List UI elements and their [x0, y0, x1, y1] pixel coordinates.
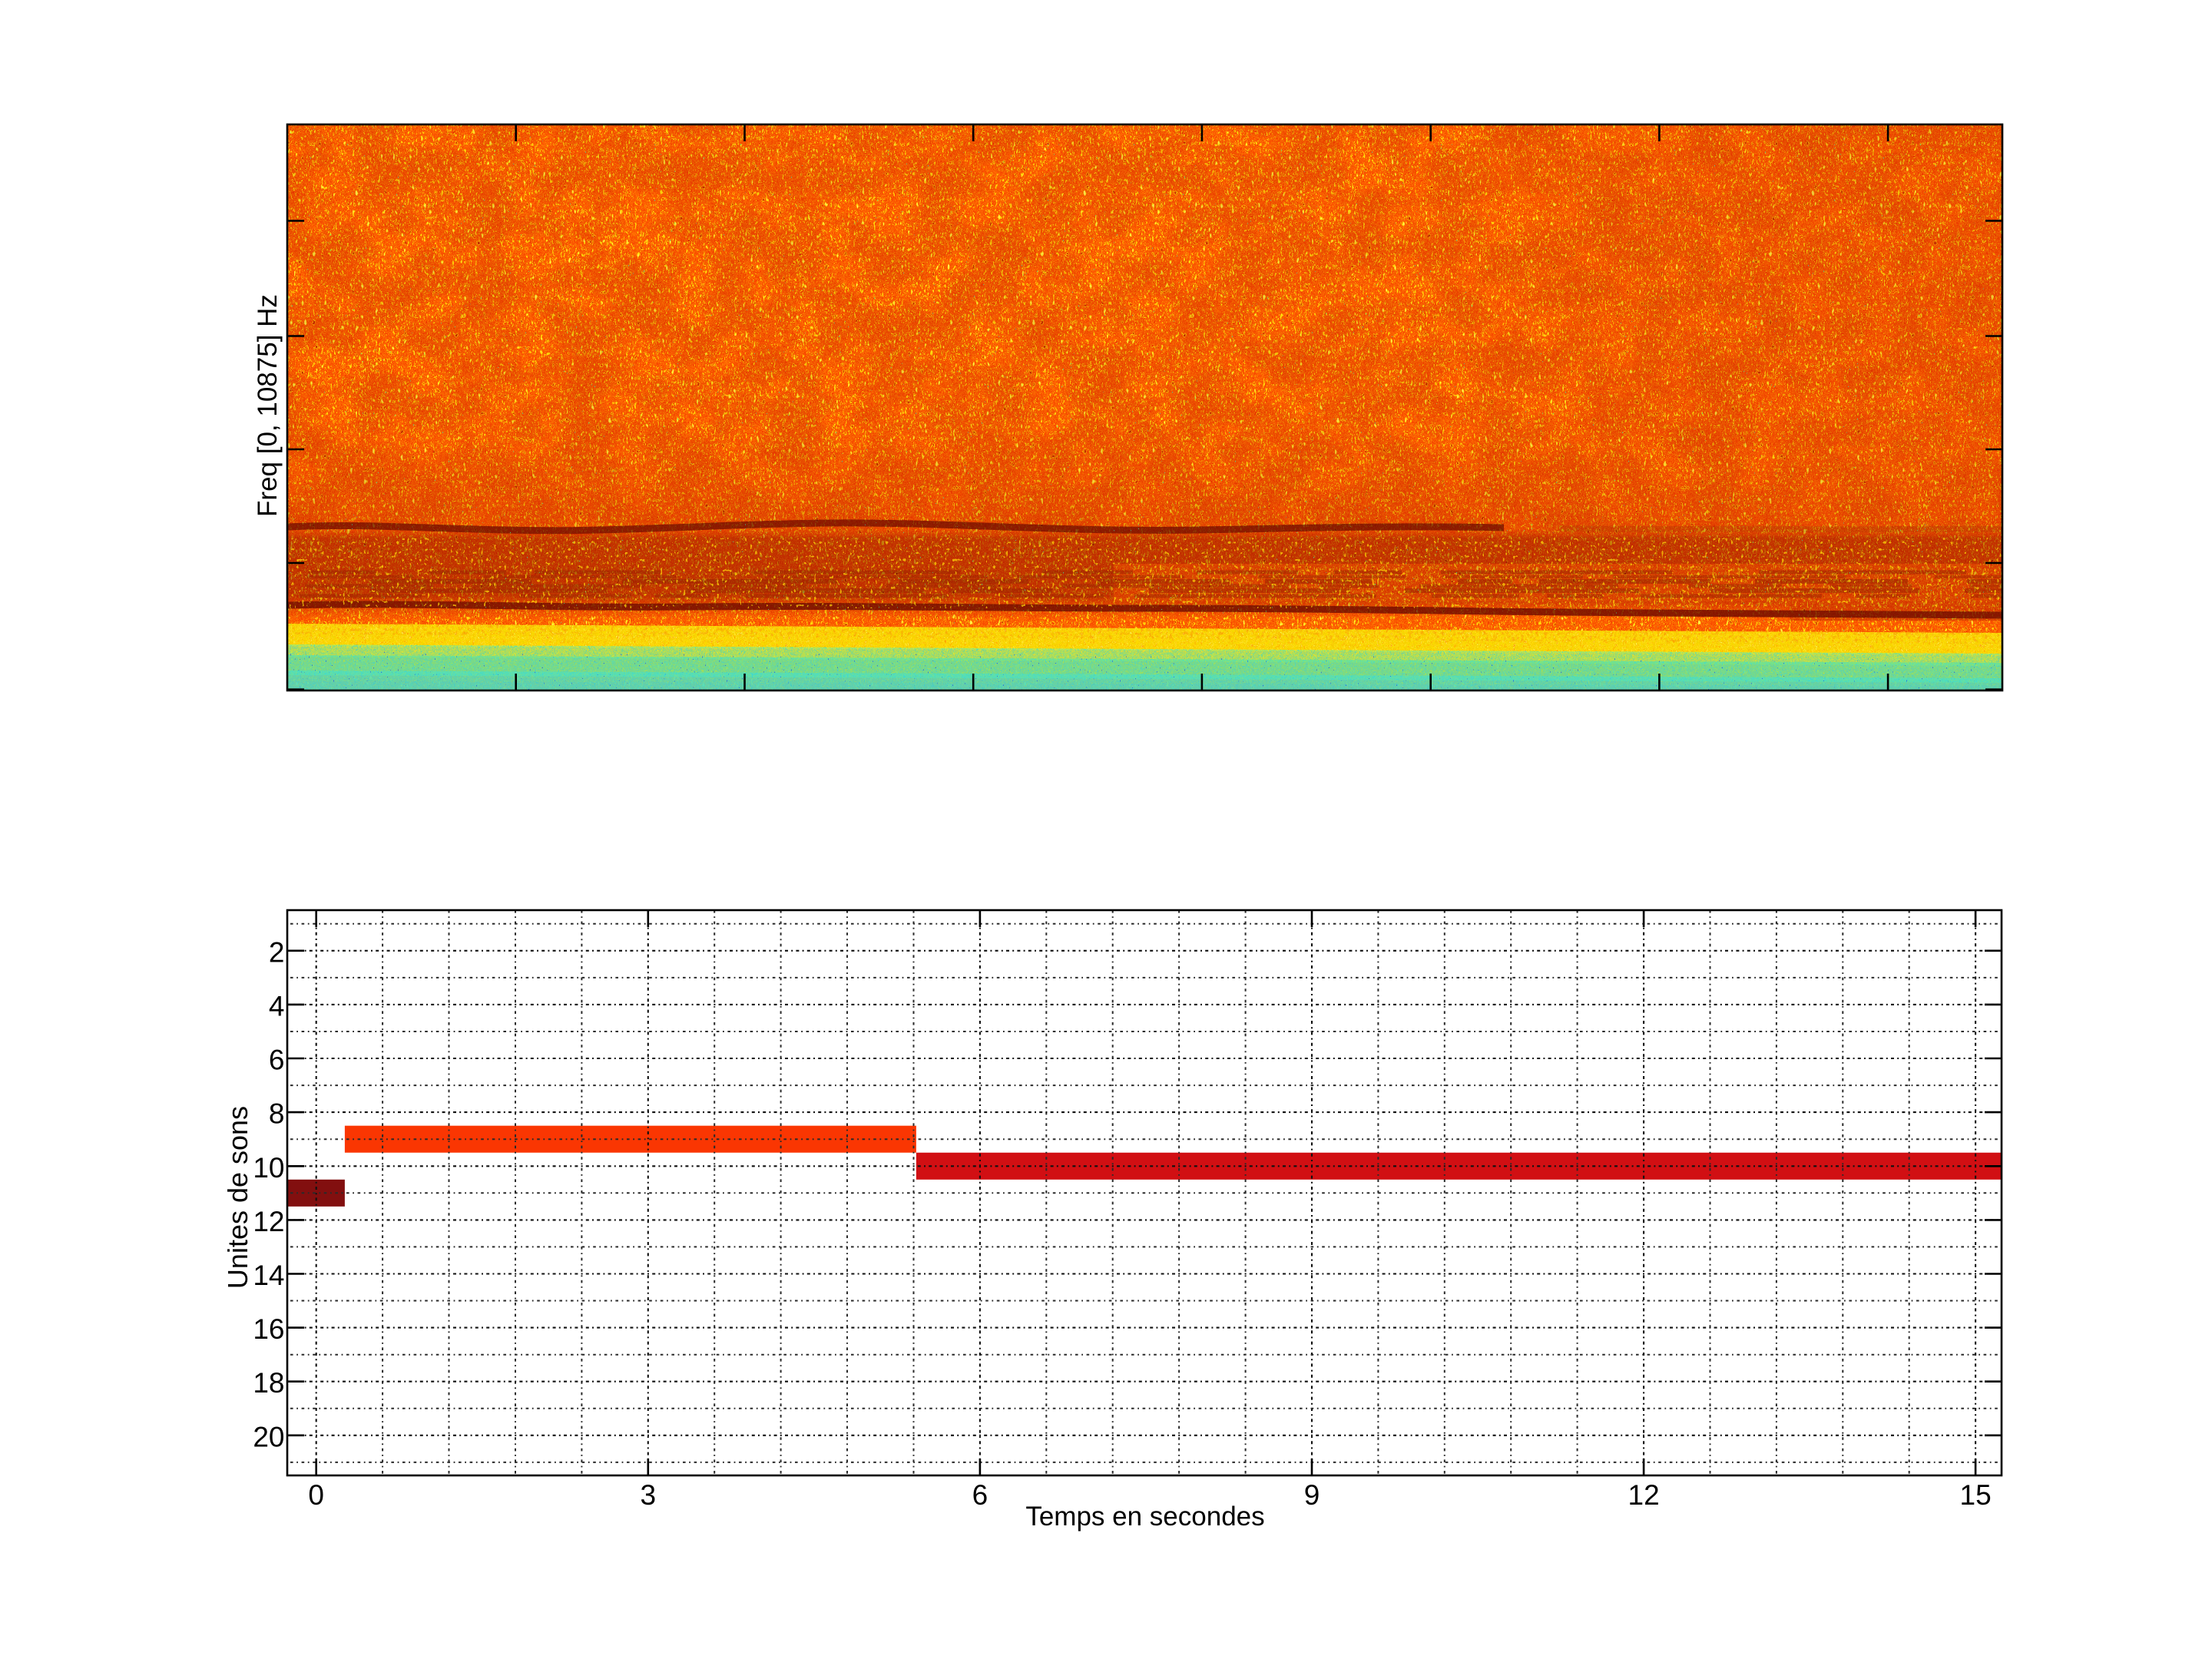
svg-text:Unites de sons: Unites de sons	[222, 1106, 253, 1289]
svg-text:3: 3	[641, 1479, 657, 1511]
svg-text:6: 6	[269, 1045, 285, 1076]
svg-text:4: 4	[269, 990, 285, 1022]
svg-text:15: 15	[1960, 1479, 1992, 1511]
svg-text:9: 9	[1304, 1479, 1320, 1511]
svg-text:12: 12	[253, 1206, 284, 1237]
svg-text:Freq [0, 10875] Hz: Freq [0, 10875] Hz	[253, 294, 283, 517]
svg-text:20: 20	[253, 1421, 284, 1452]
svg-text:18: 18	[253, 1367, 284, 1399]
svg-text:14: 14	[253, 1260, 284, 1291]
svg-text:Temps en secondes: Temps en secondes	[1025, 1502, 1264, 1532]
svg-text:10: 10	[253, 1152, 284, 1184]
svg-text:0: 0	[308, 1479, 324, 1511]
svg-text:16: 16	[253, 1313, 284, 1345]
svg-text:2: 2	[269, 936, 285, 968]
svg-text:8: 8	[269, 1098, 285, 1130]
svg-text:6: 6	[972, 1479, 988, 1511]
svg-text:12: 12	[1628, 1479, 1660, 1511]
